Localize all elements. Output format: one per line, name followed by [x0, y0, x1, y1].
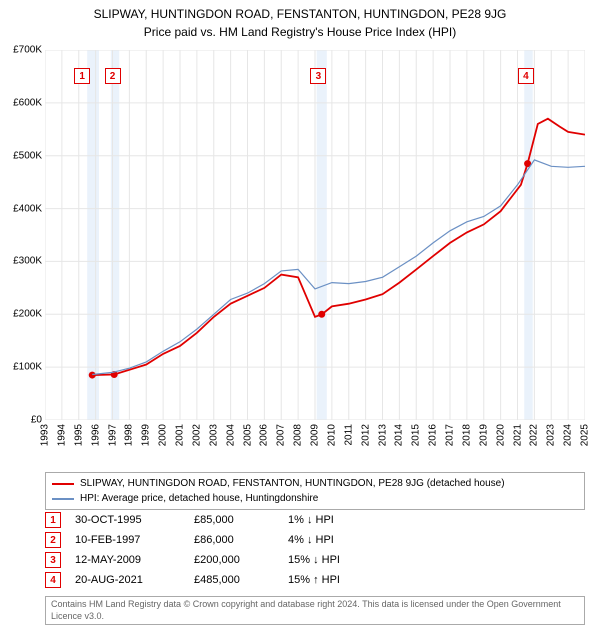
chart-marker-badge: 3 [310, 68, 326, 84]
y-axis-labels: £0£100K£200K£300K£400K£500K£600K£700K [0, 50, 44, 420]
x-tick-label: 2000 [158, 424, 169, 446]
legend-swatch-2 [52, 498, 74, 500]
y-tick-label: £300K [13, 256, 42, 267]
event-date: 10-FEB-1997 [75, 534, 180, 546]
event-badge: 3 [45, 552, 61, 568]
event-delta: 1% ↓ HPI [288, 514, 388, 526]
y-tick-label: £100K [13, 362, 42, 373]
x-tick-label: 2003 [208, 424, 219, 446]
chart-area: 12 3 4 [45, 50, 585, 420]
event-badge: 2 [45, 532, 61, 548]
event-row: 3 12-MAY-2009 £200,000 15% ↓ HPI [45, 550, 585, 570]
legend-row-series1: SLIPWAY, HUNTINGDON ROAD, FENSTANTON, HU… [52, 476, 578, 491]
event-date: 12-MAY-2009 [75, 554, 180, 566]
x-tick-label: 1995 [73, 424, 84, 446]
x-tick-label: 2020 [495, 424, 506, 446]
chart-svg [45, 50, 585, 420]
attribution: Contains HM Land Registry data © Crown c… [45, 596, 585, 625]
x-tick-label: 2007 [276, 424, 287, 446]
x-tick-label: 2023 [546, 424, 557, 446]
x-tick-label: 2011 [343, 424, 354, 446]
x-tick-label: 2018 [461, 424, 472, 446]
chart-marker-badge: 2 [105, 68, 121, 84]
event-delta: 4% ↓ HPI [288, 534, 388, 546]
x-tick-label: 2019 [478, 424, 489, 446]
x-tick-label: 2009 [310, 424, 321, 446]
x-tick-label: 1996 [90, 424, 101, 446]
x-tick-label: 2012 [360, 424, 371, 446]
x-tick-label: 1997 [107, 424, 118, 446]
x-tick-label: 1998 [124, 424, 135, 446]
x-tick-label: 2010 [326, 424, 337, 446]
x-tick-label: 2016 [428, 424, 439, 446]
y-tick-label: £600K [13, 97, 42, 108]
y-tick-label: £200K [13, 309, 42, 320]
y-tick-label: £400K [13, 203, 42, 214]
x-tick-label: 2001 [175, 424, 186, 446]
event-row: 1 30-OCT-1995 £85,000 1% ↓ HPI [45, 510, 585, 530]
x-tick-label: 1999 [141, 424, 152, 446]
y-tick-label: £700K [13, 45, 42, 56]
x-tick-label: 2006 [259, 424, 270, 446]
event-badge: 4 [45, 572, 61, 588]
x-tick-label: 2015 [411, 424, 422, 446]
legend-row-series2: HPI: Average price, detached house, Hunt… [52, 491, 578, 506]
x-tick-label: 2014 [394, 424, 405, 446]
event-price: £485,000 [194, 574, 274, 586]
y-tick-label: £500K [13, 150, 42, 161]
event-date: 20-AUG-2021 [75, 574, 180, 586]
x-tick-label: 2017 [445, 424, 456, 446]
legend-swatch-1 [52, 483, 74, 485]
x-tick-label: 1994 [56, 424, 67, 446]
event-delta: 15% ↓ HPI [288, 554, 388, 566]
legend: SLIPWAY, HUNTINGDON ROAD, FENSTANTON, HU… [45, 472, 585, 510]
chart-marker-badge: 1 [74, 68, 90, 84]
event-price: £86,000 [194, 534, 274, 546]
events-table: 1 30-OCT-1995 £85,000 1% ↓ HPI 2 10-FEB-1997 £… [45, 510, 585, 590]
event-price: £200,000 [194, 554, 274, 566]
x-tick-label: 2024 [563, 424, 574, 446]
event-row: 2 10-FEB-1997 £86,000 4% ↓ HPI [45, 530, 585, 550]
x-tick-label: 2021 [512, 424, 523, 446]
x-tick-label: 2008 [293, 424, 304, 446]
x-tick-label: 1993 [40, 424, 51, 446]
page: SLIPWAY, HUNTINGDON ROAD, FENSTANTON, HU… [0, 0, 600, 620]
event-row: 4 20-AUG-2021 £485,000 15% ↑ HPI [45, 570, 585, 590]
x-tick-label: 2022 [529, 424, 540, 446]
page-subtitle: Price paid vs. HM Land Registry's House … [0, 23, 600, 39]
event-date: 30-OCT-1995 [75, 514, 180, 526]
event-delta: 15% ↑ HPI [288, 574, 388, 586]
chart-marker-badge: 4 [518, 68, 534, 84]
x-tick-label: 2004 [225, 424, 236, 446]
x-tick-label: 2005 [242, 424, 253, 446]
event-price: £85,000 [194, 514, 274, 526]
x-tick-label: 2002 [191, 424, 202, 446]
event-badge: 1 [45, 512, 61, 528]
x-tick-label: 2025 [580, 424, 591, 446]
legend-label-2: HPI: Average price, detached house, Hunt… [80, 491, 318, 506]
x-tick-label: 2013 [377, 424, 388, 446]
legend-label-1: SLIPWAY, HUNTINGDON ROAD, FENSTANTON, HU… [80, 476, 505, 491]
page-title: SLIPWAY, HUNTINGDON ROAD, FENSTANTON, HU… [0, 0, 600, 23]
